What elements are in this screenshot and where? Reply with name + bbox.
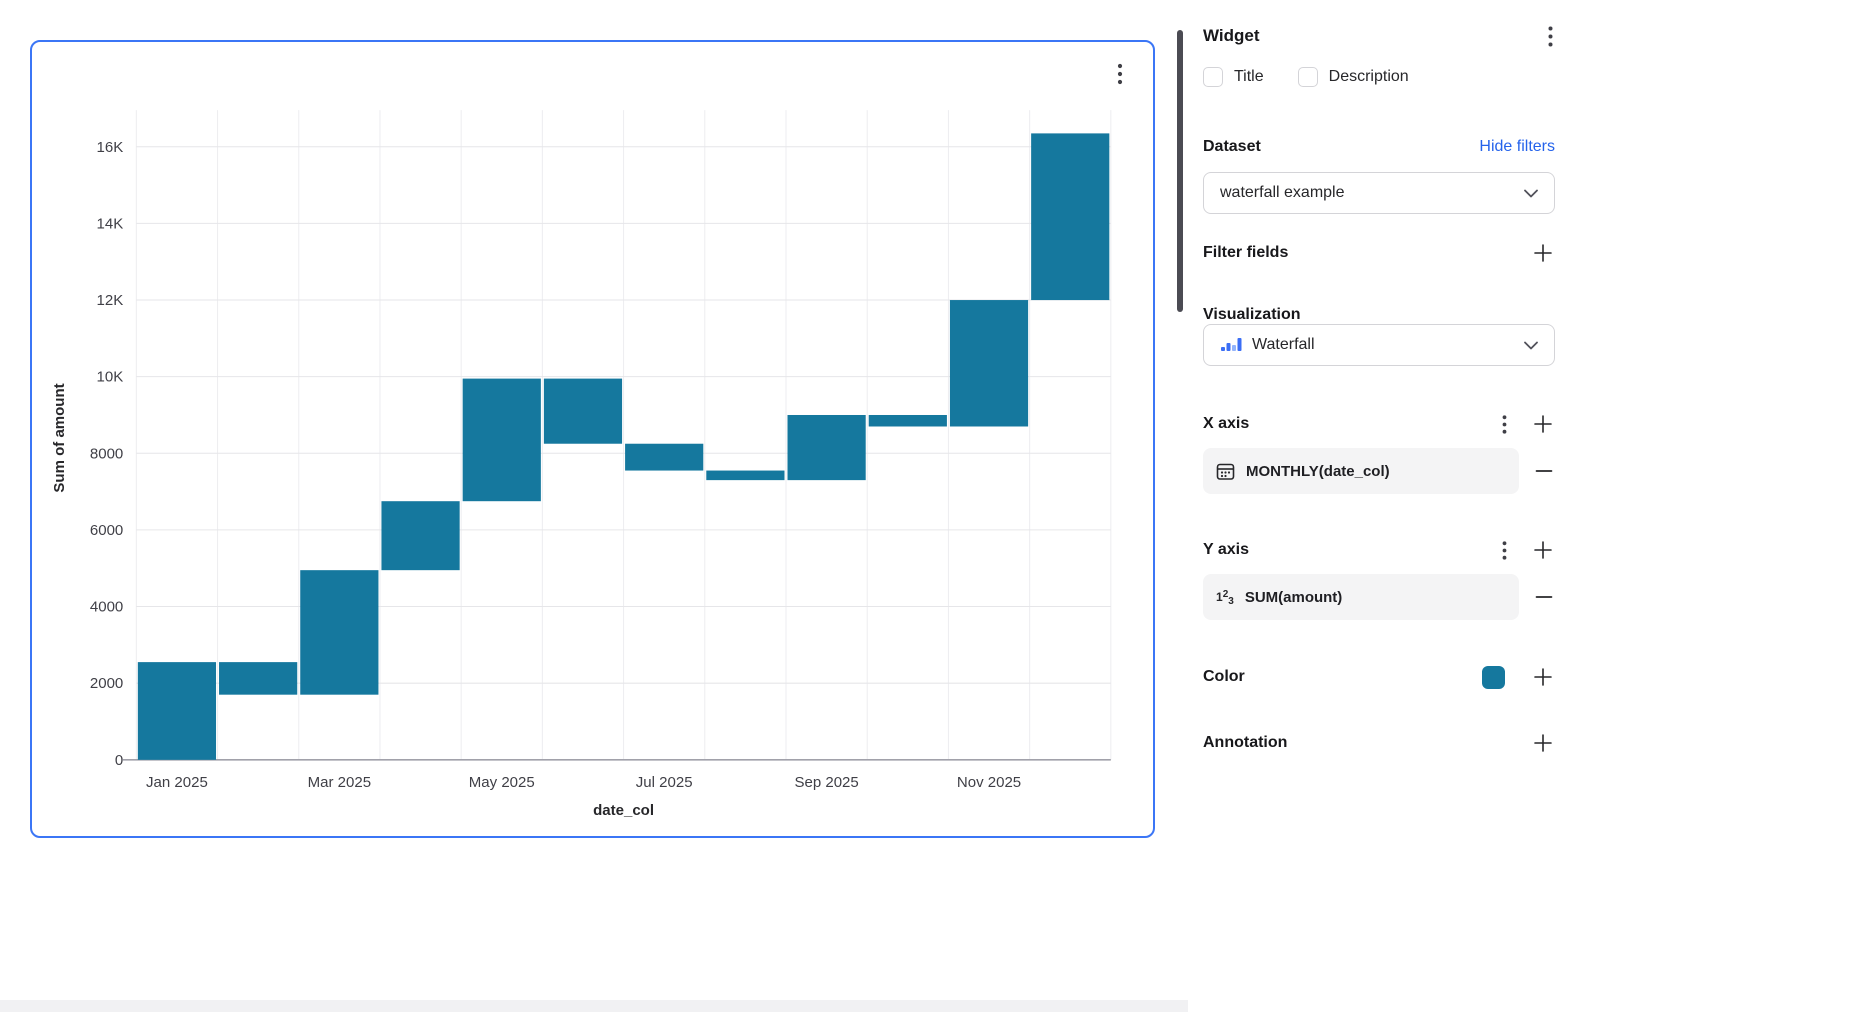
plus-icon bbox=[1534, 734, 1552, 752]
svg-text:Mar 2025: Mar 2025 bbox=[308, 774, 371, 791]
panel-scrollbar-thumb[interactable] bbox=[1177, 30, 1183, 312]
waterfall-viz-icon bbox=[1221, 338, 1242, 351]
dataset-heading: Dataset bbox=[1203, 138, 1261, 155]
add-filter-field-button[interactable] bbox=[1531, 241, 1555, 265]
svg-text:May 2025: May 2025 bbox=[469, 774, 535, 791]
plus-icon bbox=[1534, 244, 1552, 262]
waterfall-chart: 0 2000 4000 6000 8000 10K 12K 14K 16K Jan 2025 Mar… bbox=[36, 58, 1149, 832]
kebab-icon bbox=[1117, 63, 1123, 85]
x-axis-field-pill[interactable]: MONTHLY(date_col) bbox=[1203, 448, 1519, 494]
minus-icon bbox=[1535, 470, 1553, 472]
plus-icon bbox=[1534, 541, 1552, 559]
dataset-select-value: waterfall example bbox=[1220, 184, 1345, 201]
plus-icon bbox=[1534, 415, 1552, 433]
color-heading: Color bbox=[1203, 668, 1245, 685]
x-axis-field-label: MONTHLY(date_col) bbox=[1246, 462, 1390, 480]
visualization-select[interactable]: Waterfall bbox=[1203, 324, 1555, 366]
title-checkbox[interactable] bbox=[1203, 67, 1223, 87]
svg-text:12K: 12K bbox=[97, 292, 124, 309]
dataset-select[interactable]: waterfall example bbox=[1203, 172, 1555, 214]
title-checkbox-group[interactable]: Title bbox=[1203, 67, 1264, 87]
y-axis-kebab-menu[interactable] bbox=[1500, 539, 1509, 562]
chevron-down-icon bbox=[1524, 341, 1538, 349]
panel-kebab-menu[interactable] bbox=[1546, 24, 1555, 49]
svg-text:Sum of amount: Sum of amount bbox=[51, 383, 68, 492]
y-axis-field-pill[interactable]: 123 SUM(amount) bbox=[1203, 574, 1519, 620]
svg-text:Sep 2025: Sep 2025 bbox=[794, 774, 858, 791]
visualization-heading: Visualization bbox=[1203, 306, 1301, 323]
widget-kebab-menu[interactable] bbox=[1107, 60, 1133, 88]
remove-y-axis-field-button[interactable] bbox=[1533, 586, 1555, 608]
svg-text:Jan 2025: Jan 2025 bbox=[146, 774, 208, 791]
horizontal-scrollbar-track[interactable] bbox=[0, 1000, 1188, 1012]
calendar-icon bbox=[1216, 463, 1235, 480]
y-axis-field-label: SUM(amount) bbox=[1244, 588, 1343, 606]
y-axis-heading: Y axis bbox=[1203, 541, 1249, 558]
svg-text:14K: 14K bbox=[97, 215, 124, 232]
kebab-icon bbox=[1502, 540, 1507, 560]
x-axis-kebab-menu[interactable] bbox=[1500, 413, 1509, 436]
plus-icon bbox=[1534, 668, 1552, 686]
waterfall-chart-svg: 0 2000 4000 6000 8000 10K 12K 14K 16K Jan 2025 Mar… bbox=[51, 110, 1112, 819]
svg-text:16K: 16K bbox=[97, 139, 124, 156]
svg-text:date_col: date_col bbox=[593, 802, 654, 819]
x-axis-heading: X axis bbox=[1203, 415, 1250, 432]
filter-fields-heading: Filter fields bbox=[1203, 244, 1289, 261]
svg-text:8000: 8000 bbox=[90, 445, 123, 462]
description-checkbox-group[interactable]: Description bbox=[1297, 67, 1409, 87]
add-annotation-button[interactable] bbox=[1531, 731, 1555, 755]
panel-title: Widget bbox=[1203, 26, 1260, 45]
svg-text:4000: 4000 bbox=[90, 599, 123, 616]
visualization-select-value: Waterfall bbox=[1252, 336, 1315, 353]
title-checkbox-label: Title bbox=[1234, 68, 1264, 85]
123-number-icon: 123 bbox=[1216, 588, 1234, 607]
settings-panel: Widget Title Description Dataset Hide f bbox=[1190, 0, 1864, 1012]
color-swatch[interactable] bbox=[1482, 665, 1505, 689]
dashboard-canvas[interactable]: 0 2000 4000 6000 8000 10K 12K 14K 16K Jan 2025 Mar… bbox=[0, 0, 1188, 1012]
kebab-icon bbox=[1502, 414, 1507, 434]
svg-text:Nov 2025: Nov 2025 bbox=[957, 774, 1021, 791]
minus-icon bbox=[1535, 596, 1553, 598]
remove-x-axis-field-button[interactable] bbox=[1533, 460, 1555, 482]
kebab-icon bbox=[1548, 26, 1553, 46]
svg-text:Jul 2025: Jul 2025 bbox=[636, 774, 693, 791]
svg-text:6000: 6000 bbox=[90, 522, 123, 539]
svg-text:10K: 10K bbox=[97, 369, 124, 386]
svg-text:2000: 2000 bbox=[90, 675, 123, 692]
annotation-heading: Annotation bbox=[1203, 734, 1288, 751]
chevron-down-icon bbox=[1524, 189, 1538, 197]
svg-text:0: 0 bbox=[115, 752, 123, 769]
add-color-button[interactable] bbox=[1531, 665, 1555, 689]
waterfall-widget-card[interactable]: 0 2000 4000 6000 8000 10K 12K 14K 16K Jan 2025 Mar… bbox=[30, 40, 1155, 838]
hide-filters-link[interactable]: Hide filters bbox=[1479, 138, 1555, 155]
description-checkbox-label: Description bbox=[1328, 68, 1409, 85]
add-x-axis-field-button[interactable] bbox=[1531, 412, 1555, 436]
description-checkbox[interactable] bbox=[1297, 67, 1318, 87]
add-y-axis-field-button[interactable] bbox=[1531, 538, 1555, 562]
